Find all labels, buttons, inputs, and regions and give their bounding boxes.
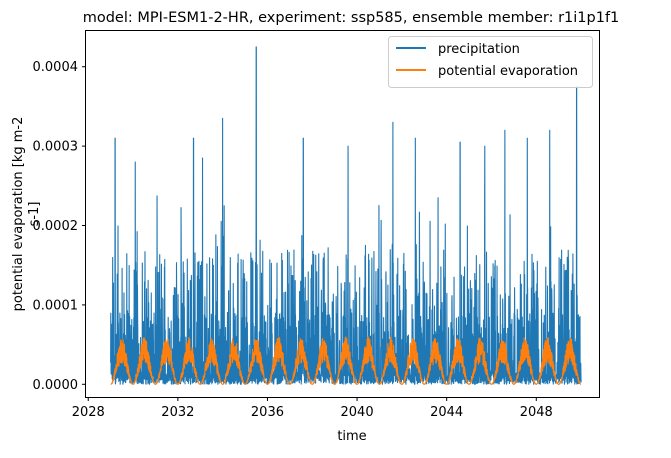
- x-tick-label: 2036: [251, 405, 284, 420]
- x-tick-label: 2032: [161, 405, 194, 420]
- y-tick-label: 0.0002: [33, 219, 79, 234]
- x-tick-label: 2048: [520, 405, 553, 420]
- x-tick-label: 2044: [430, 405, 463, 420]
- y-tick-label: 0.0001: [33, 298, 79, 313]
- y-tick-label: 0.0004: [33, 60, 79, 75]
- legend-label-precipitation: precipitation: [438, 42, 520, 57]
- series-line-precipitation: [110, 46, 582, 385]
- x-tick-label: 2040: [341, 405, 374, 420]
- plot-area: [110, 46, 582, 385]
- y-axis: 0.0000 0.0001 0.0002 0.0003 0.0004: [33, 60, 86, 393]
- axes-frame: [85, 30, 600, 398]
- y-tick-label: 0.0003: [33, 140, 79, 155]
- series-line-potential-evaporation: [110, 336, 582, 385]
- x-axis: 2028 2032 2036 2040 2044 2048: [72, 397, 553, 420]
- y-axis-label-line-2: s-1]: [27, 202, 42, 227]
- legend-label-potential-evaporation: potential evaporation: [438, 64, 578, 79]
- y-axis-label-line-1: potential evaporation [kg m-2: [11, 117, 26, 312]
- legend-box: [388, 36, 593, 88]
- x-axis-label: time: [337, 429, 366, 444]
- chart-title: model: MPI-ESM1-2-HR, experiment: ssp585…: [83, 10, 620, 26]
- y-tick-label: 0.0000: [33, 378, 79, 393]
- legend: precipitation potential evaporation: [388, 36, 593, 88]
- x-tick-label: 2028: [72, 405, 105, 420]
